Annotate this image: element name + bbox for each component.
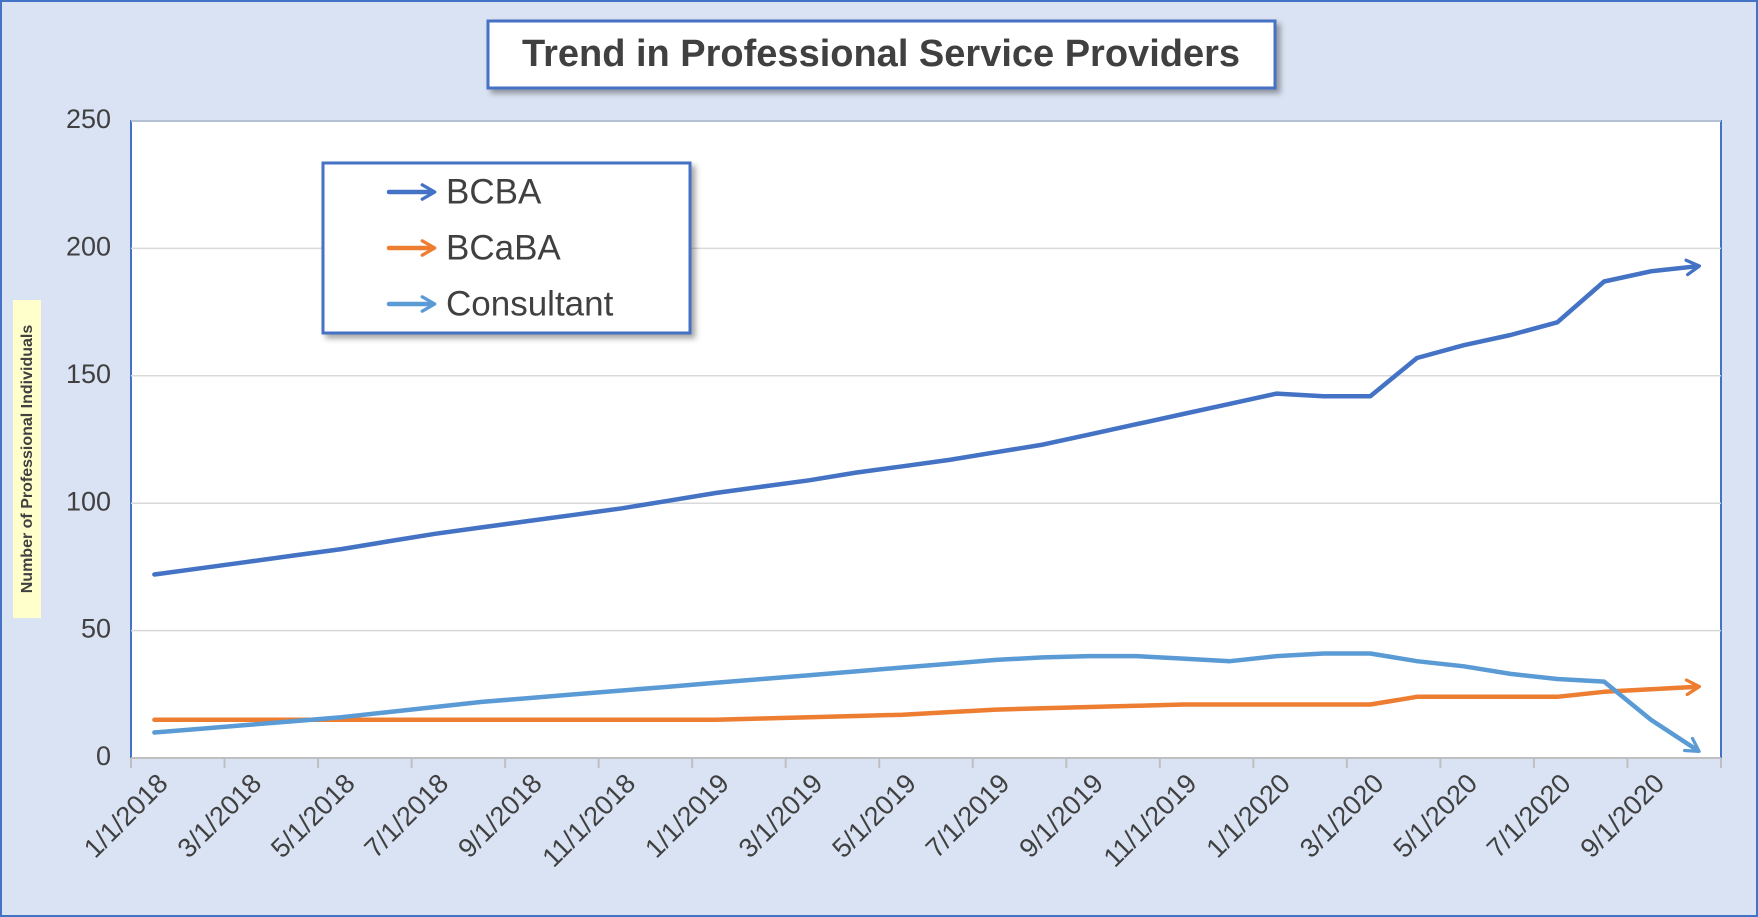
y-tick-label: 250 [66, 104, 111, 134]
y-tick-label: 100 [66, 486, 111, 516]
series-line [152, 258, 1702, 577]
series-line [152, 651, 1701, 754]
chart-title: Trend in Professional Service Providers [522, 33, 1240, 75]
y-tick-label: 150 [66, 359, 111, 389]
legend-label: BCBA [446, 172, 542, 211]
y-tick-label: 0 [96, 741, 111, 771]
y-label-background [13, 300, 41, 618]
y-axis-label: Number of Professional Individuals [19, 325, 36, 594]
y-tick-label: 50 [81, 614, 111, 644]
legend-box [321, 161, 692, 335]
title-box [486, 19, 1277, 90]
legend-label: BCaBA [446, 228, 561, 267]
y-tick-label: 200 [66, 232, 111, 262]
series-line [152, 678, 1702, 723]
legend-label: Consultant [446, 284, 614, 323]
